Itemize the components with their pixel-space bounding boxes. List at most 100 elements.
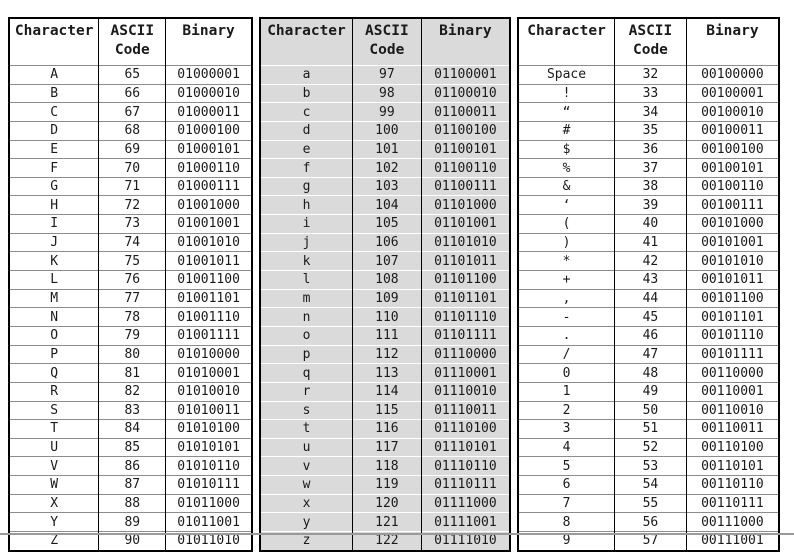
- table-row: g 103 01100111: [260, 176, 510, 196]
- ascii-code-cell: 113: [352, 363, 422, 383]
- ascii-code-cell: 97: [352, 65, 422, 85]
- character-cell: A: [9, 65, 99, 85]
- table-row: Y 89 01011001: [9, 512, 252, 532]
- table-row: 0 48 00110000: [518, 363, 779, 383]
- binary-cell: 01100010: [420, 83, 510, 103]
- binary-cell: 01000001: [165, 65, 252, 85]
- binary-cell: 01010000: [165, 344, 252, 364]
- ascii-code-column-header: ASCII Code: [352, 18, 422, 66]
- ascii-code-cell: 117: [352, 437, 422, 457]
- character-cell: G: [9, 176, 99, 196]
- ascii-code-cell: 110: [352, 307, 422, 327]
- character-cell: E: [9, 139, 99, 159]
- table-row: s 115 01110011: [260, 400, 510, 420]
- character-cell: -: [518, 307, 615, 327]
- ascii-code-cell: 103: [352, 176, 422, 196]
- binary-cell: 01101001: [420, 214, 510, 234]
- binary-cell: 01010100: [165, 419, 252, 439]
- binary-cell: 01010111: [165, 475, 252, 495]
- binary-cell: 01001110: [165, 307, 252, 327]
- table-row: E 69 01000101: [9, 139, 252, 159]
- binary-cell: 01001010: [165, 232, 252, 252]
- header-row: Character ASCII Code Binary: [260, 18, 510, 66]
- table-row: p 112 01110000: [260, 344, 510, 364]
- binary-cell: 01101100: [420, 270, 510, 290]
- table-row: P 80 01010000: [9, 344, 252, 364]
- table-row: r 114 01110010: [260, 381, 510, 402]
- character-cell: 2: [518, 400, 615, 420]
- table-row: & 38 00100110: [518, 176, 779, 196]
- table-row: * 42 00101010: [518, 251, 779, 271]
- table-row: H 72 01001000: [9, 195, 252, 215]
- character-cell: #: [518, 120, 615, 141]
- table-row: , 44 00101100: [518, 288, 779, 308]
- character-cell: 7: [518, 493, 615, 513]
- ascii-code-cell: 79: [98, 325, 166, 346]
- table-row: X 88 01011000: [9, 493, 252, 513]
- ascii-table-page: Character ASCII Code Binary A 65 01000001 B 6…: [0, 17, 794, 552]
- ascii-code-cell: 34: [614, 102, 687, 122]
- binary-cell: 01111000: [420, 493, 510, 513]
- ascii-code-cell: 99: [352, 102, 422, 122]
- ascii-code-cell: 67: [98, 102, 166, 122]
- character-cell: K: [9, 251, 99, 271]
- binary-cell: 01111001: [420, 512, 510, 532]
- table-row: k 107 01101011: [260, 251, 510, 271]
- character-column-header: Character: [9, 18, 99, 66]
- ascii-code-cell: 118: [352, 456, 422, 476]
- binary-column-header: Binary: [685, 18, 779, 66]
- ascii-code-cell: 65: [98, 65, 166, 85]
- binary-column-header: Binary: [165, 18, 252, 66]
- binary-cell: 01101101: [420, 288, 510, 308]
- table-row: % 37 00100101: [518, 158, 779, 178]
- character-cell: .: [518, 325, 615, 346]
- table-row: f 102 01100110: [260, 158, 510, 178]
- ascii-code-cell: 75: [98, 251, 166, 271]
- character-cell: g: [260, 176, 353, 196]
- character-cell: Space: [518, 65, 615, 85]
- ascii-code-cell: 45: [614, 307, 687, 327]
- ascii-code-cell: 81: [98, 363, 166, 383]
- table-row: T 84 01010100: [9, 419, 252, 439]
- binary-cell: 00101000: [685, 214, 779, 234]
- character-cell: *: [518, 251, 615, 271]
- uppercase-rows: A 65 01000001 B 66 01000010 C 67 01000011 D 68 0100…: [9, 65, 252, 551]
- character-cell: +: [518, 270, 615, 290]
- ascii-code-cell: 72: [98, 195, 166, 215]
- ascii-code-cell: 51: [614, 419, 687, 439]
- ascii-code-cell: 78: [98, 307, 166, 327]
- table-row: (40 00101000: [518, 214, 779, 234]
- ascii-code-cell: 116: [352, 419, 422, 439]
- ascii-code-cell: 106: [352, 232, 422, 252]
- symbols-digits-rows: Space 32 00100000! 33 00100001 “34 00100010 #35…: [518, 65, 779, 551]
- character-cell: !: [518, 83, 615, 103]
- binary-cell: 01100011: [420, 102, 510, 122]
- character-cell: H: [9, 195, 99, 215]
- table-row: S 83 01010011: [9, 400, 252, 420]
- binary-cell: 01000111: [165, 176, 252, 196]
- ascii-code-cell: 89: [98, 512, 166, 532]
- ascii-code-cell: 80: [98, 344, 166, 364]
- ascii-code-column-header: ASCII Code: [614, 18, 687, 66]
- ascii-code-cell: 44: [614, 288, 687, 308]
- character-cell: U: [9, 437, 99, 457]
- character-cell: n: [260, 307, 353, 327]
- ascii-code-cell: 56: [614, 512, 687, 532]
- character-cell: “: [518, 102, 615, 122]
- table-row: l 108 01101100: [260, 270, 510, 290]
- binary-cell: 00100001: [685, 83, 779, 103]
- character-cell: i: [260, 214, 353, 234]
- character-cell: S: [9, 400, 99, 420]
- ascii-code-cell: 50: [614, 400, 687, 420]
- ascii-code-cell: 85: [98, 437, 166, 457]
- table-row: U 85 01010101: [9, 437, 252, 457]
- character-cell: R: [9, 381, 99, 402]
- character-cell: 6: [518, 475, 615, 495]
- ascii-code-cell: 108: [352, 270, 422, 290]
- character-cell: T: [9, 419, 99, 439]
- table-row: e 101 01100101: [260, 139, 510, 159]
- binary-cell: 00100011: [685, 120, 779, 141]
- character-cell: D: [9, 120, 99, 141]
- binary-column-header: Binary: [420, 18, 510, 66]
- table-row: q 113 01110001: [260, 363, 510, 383]
